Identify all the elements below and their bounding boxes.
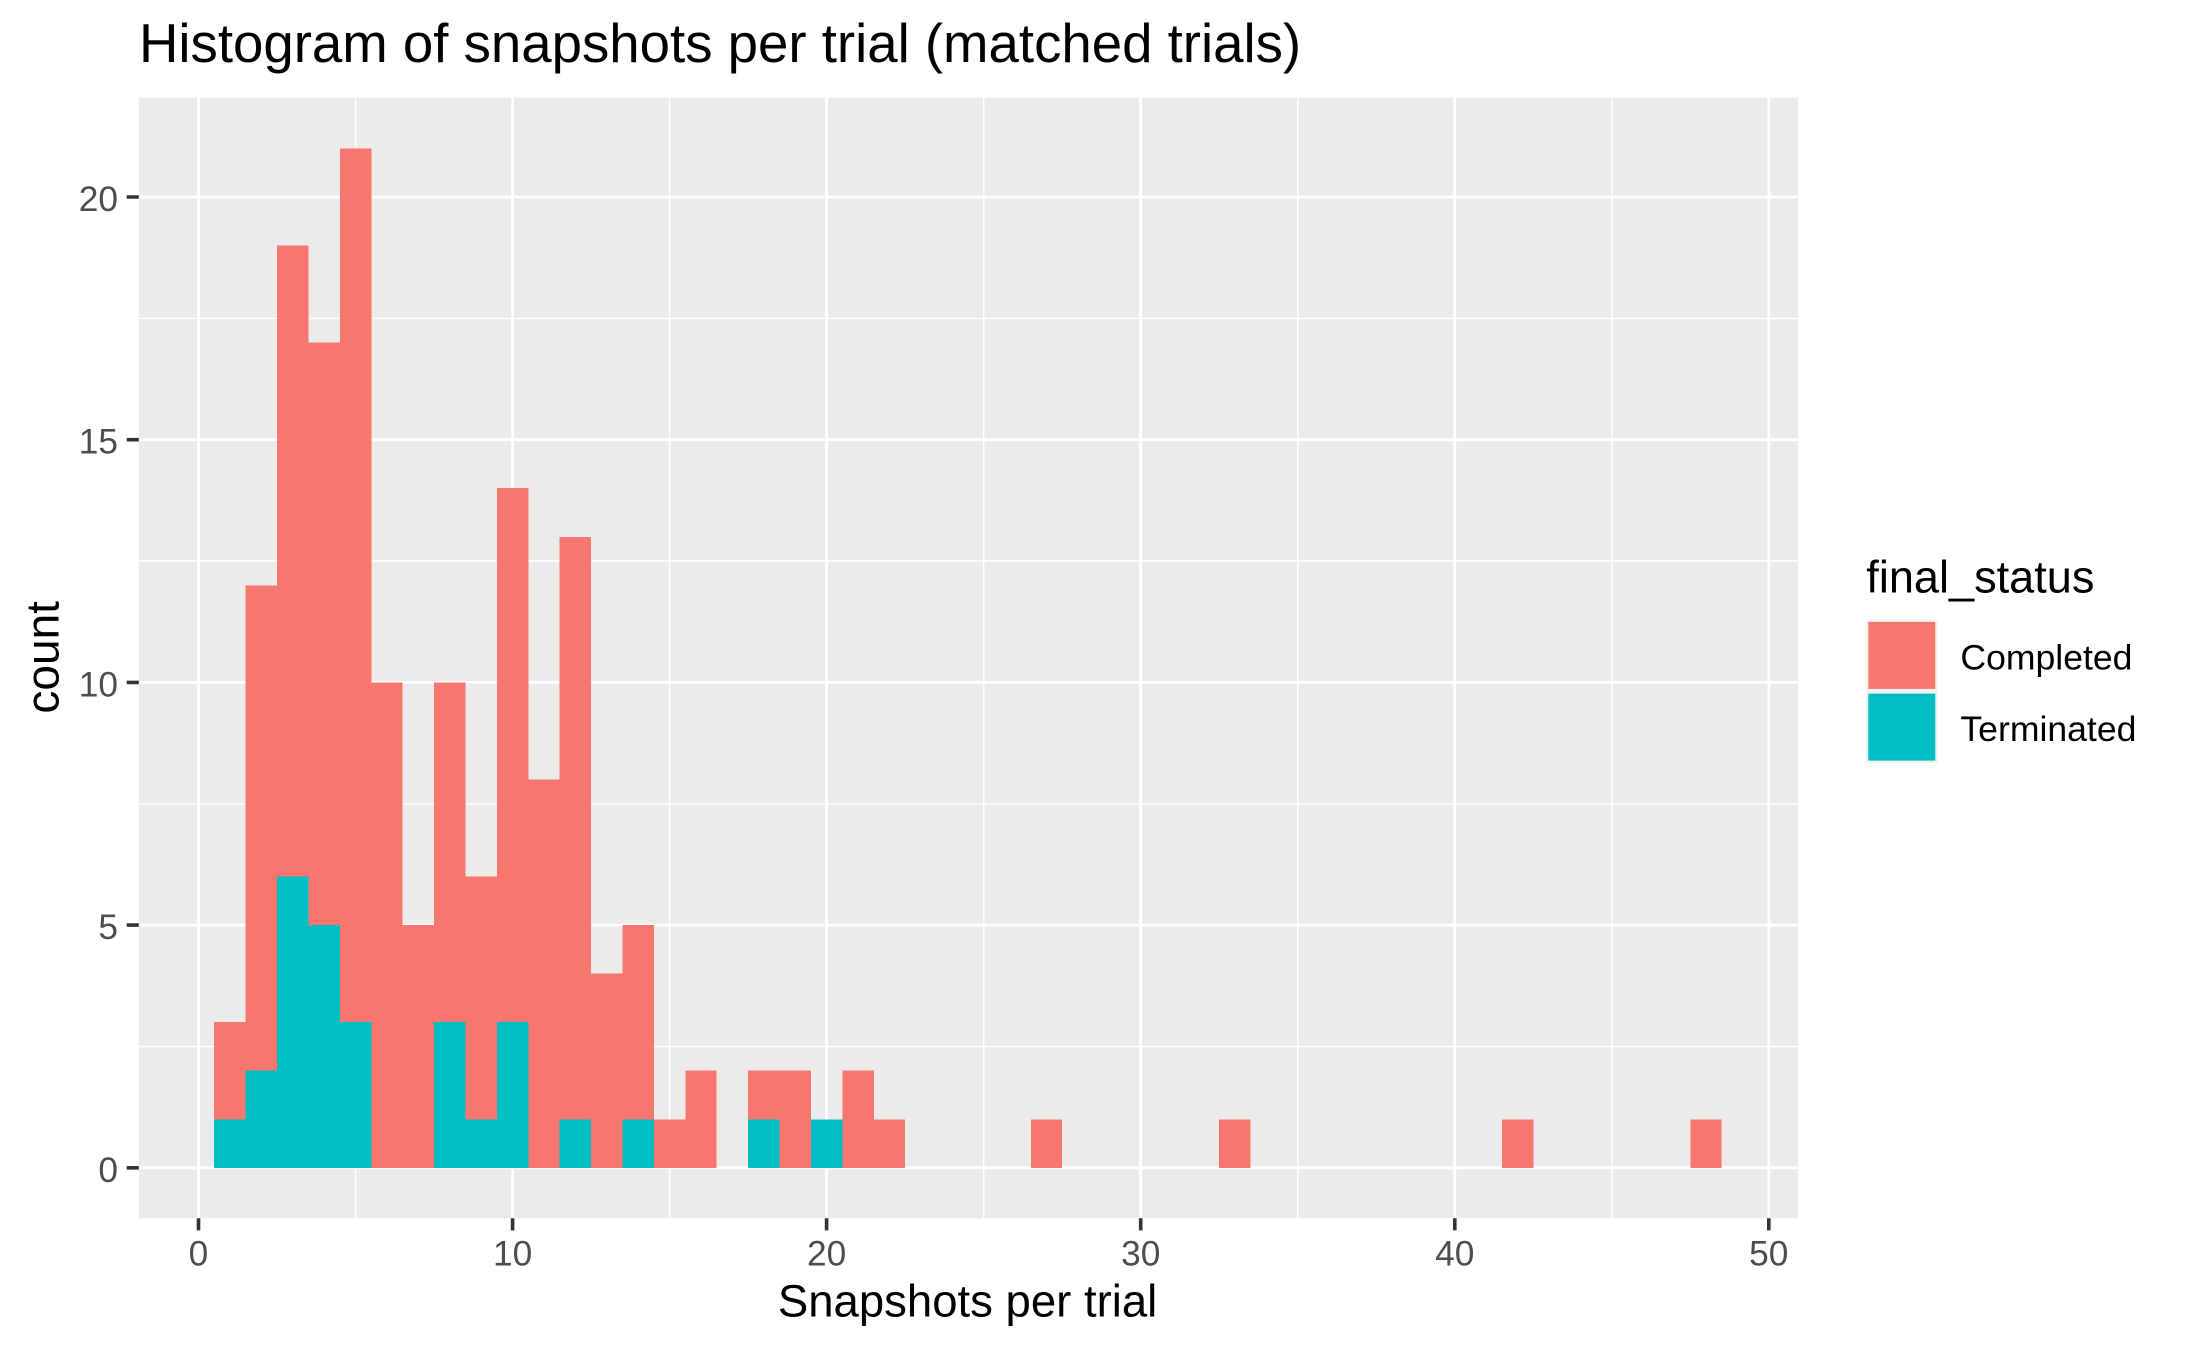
svg-text:Completed: Completed: [1960, 638, 2132, 678]
svg-text:20: 20: [807, 1235, 846, 1274]
svg-text:0: 0: [189, 1235, 209, 1274]
svg-text:5: 5: [98, 908, 118, 947]
svg-text:0: 0: [98, 1151, 118, 1190]
svg-text:Snapshots per trial: Snapshots per trial: [778, 1275, 1157, 1326]
svg-text:20: 20: [79, 180, 118, 219]
svg-text:Histogram of snapshots per tri: Histogram of snapshots per trial (matche…: [139, 13, 1301, 74]
svg-text:count: count: [16, 601, 68, 714]
svg-text:50: 50: [1749, 1235, 1788, 1274]
svg-text:10: 10: [79, 665, 118, 704]
svg-text:15: 15: [79, 423, 118, 462]
svg-text:final_status: final_status: [1866, 551, 2094, 602]
svg-text:30: 30: [1121, 1235, 1160, 1274]
svg-text:40: 40: [1435, 1235, 1474, 1274]
svg-text:Terminated: Terminated: [1960, 709, 2136, 749]
svg-text:10: 10: [493, 1235, 532, 1274]
